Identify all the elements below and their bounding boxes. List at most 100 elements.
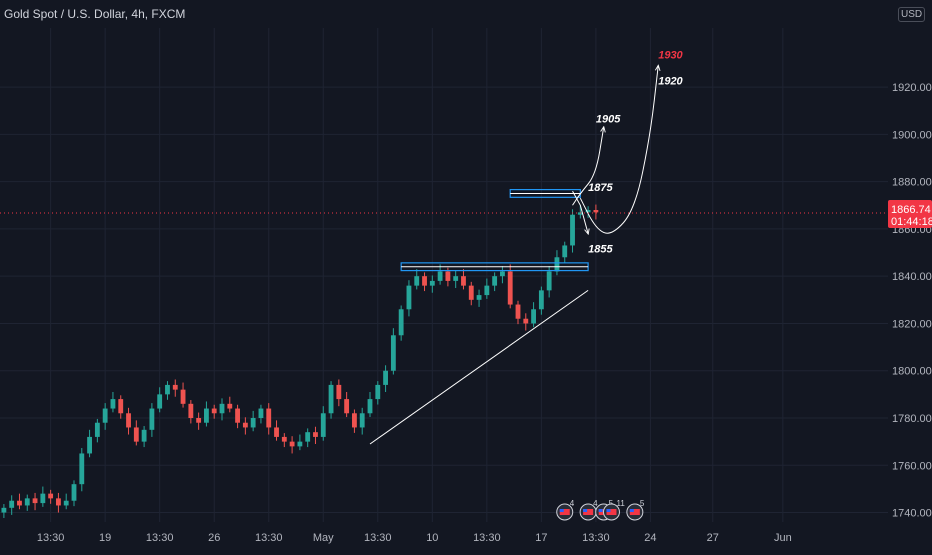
candle-body (507, 271, 513, 305)
annotation-label: 1855 (588, 244, 613, 256)
candle-body (250, 418, 256, 428)
candle-body (359, 413, 365, 428)
candle-body (515, 304, 521, 319)
candle-body (492, 276, 498, 286)
candle-body (429, 280, 435, 286)
event-marker: 4 (556, 499, 575, 521)
candle (196, 412, 202, 430)
x-tick-label: 27 (707, 532, 719, 544)
candle-body (94, 422, 100, 437)
candle-body (422, 276, 427, 286)
candle (523, 313, 529, 331)
x-tick-label: 13:30 (37, 532, 65, 544)
event-marker: 11 (602, 499, 625, 521)
candle (453, 270, 459, 288)
candle (242, 417, 248, 435)
y-tick-label: 1740.00 (892, 508, 932, 520)
candle-body (328, 384, 334, 414)
candle (484, 278, 490, 299)
event-count: 11 (616, 499, 625, 508)
candle-body (258, 408, 264, 418)
current-price: 1866.74 (891, 204, 931, 216)
candle (24, 494, 30, 511)
candle (9, 495, 15, 515)
candle (180, 382, 186, 408)
y-tick-label: 1780.00 (892, 413, 932, 425)
candle (71, 480, 77, 507)
candle (56, 492, 61, 513)
candle (63, 493, 69, 510)
candle (515, 300, 521, 325)
candle-body (398, 309, 404, 336)
candle-body (227, 403, 233, 409)
x-tick-label: 13:30 (582, 532, 610, 544)
candle-body (188, 403, 194, 418)
candle (359, 407, 365, 435)
price-tag-box (888, 199, 932, 228)
candle-body (235, 408, 240, 423)
candle (227, 396, 233, 413)
candle (211, 404, 217, 419)
candle-body (274, 427, 279, 437)
candle (398, 305, 404, 341)
candle (585, 206, 591, 218)
candle (87, 429, 92, 458)
x-tick-label: 13:30 (146, 532, 174, 544)
candle-body (476, 295, 482, 300)
candle (219, 398, 225, 421)
candle-body (266, 408, 272, 428)
candle (258, 404, 264, 424)
flag-stripe (559, 509, 570, 515)
candle (531, 302, 536, 328)
candle-body (593, 210, 599, 213)
candle (375, 381, 381, 405)
candle-body (56, 498, 61, 506)
x-tick-label: 10 (426, 532, 438, 544)
candle-body (461, 276, 466, 286)
x-tick-label: 17 (535, 532, 547, 544)
candle (32, 492, 38, 511)
candle-body (40, 493, 46, 504)
candle (102, 403, 108, 430)
event-count: 4 (593, 499, 598, 508)
candle (352, 409, 357, 433)
time-axis[interactable]: 13:30 19 13:30 26 13:30 May 13:30 10 13:30 17 13:3… (37, 532, 792, 544)
candle-body (554, 257, 560, 272)
candle-body (453, 276, 459, 281)
candle (40, 486, 46, 507)
candle-body (204, 408, 209, 423)
candle (94, 418, 100, 443)
candle-body (126, 413, 131, 428)
event-count: 4 (570, 499, 575, 508)
candle-body (538, 290, 544, 310)
flag-canton (559, 509, 564, 512)
candle-body (17, 500, 22, 506)
candle (422, 272, 427, 292)
flag-canton (598, 509, 603, 512)
candle (126, 407, 131, 435)
candle (414, 269, 420, 290)
candle-body (562, 245, 568, 258)
currency-button[interactable]: USD (898, 7, 926, 22)
candle-body (585, 210, 591, 213)
x-tick-label: 19 (99, 532, 111, 544)
candle-body (352, 413, 357, 428)
projection-path (579, 66, 658, 234)
x-tick-label: 24 (644, 532, 656, 544)
price-axis[interactable]: 1740.00 1760.00 1780.00 1800.00 1820.00 1840.… (892, 82, 932, 519)
annotation-label: 1930 (658, 50, 683, 62)
projection-path (572, 127, 604, 206)
candle-body (313, 432, 318, 437)
candle-body (390, 335, 396, 371)
candle (133, 420, 139, 446)
candle (320, 406, 326, 441)
flag-canton (606, 509, 611, 512)
flag-canton (583, 509, 588, 512)
candle-body (141, 429, 147, 442)
candle (305, 428, 311, 448)
flag-stripe (583, 509, 594, 515)
candle (165, 381, 170, 400)
